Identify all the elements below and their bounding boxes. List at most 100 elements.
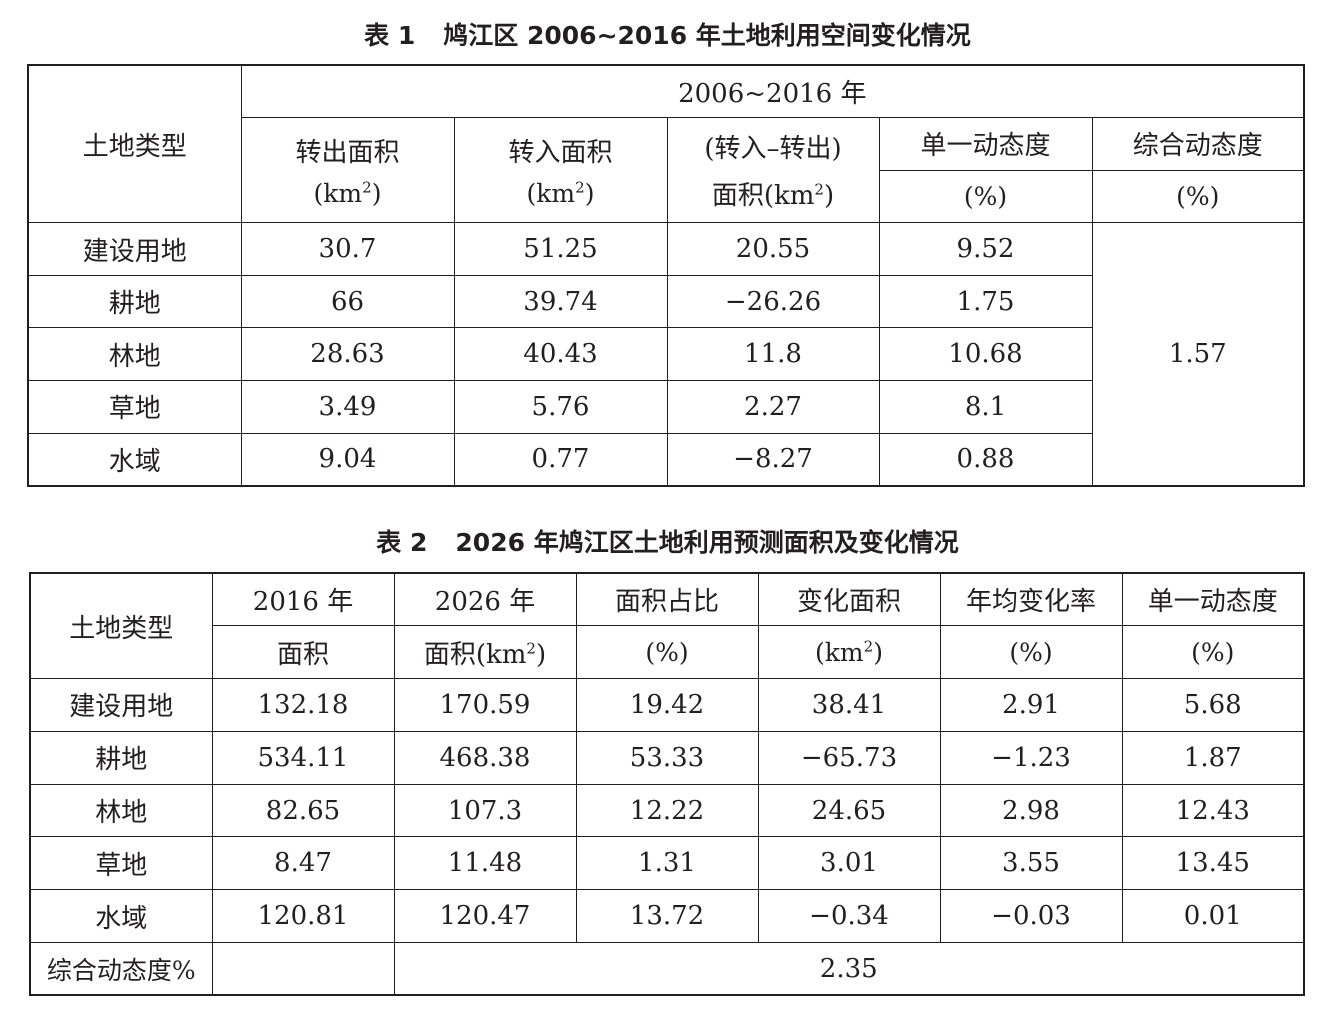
table1-caption-number: 表 1 bbox=[364, 21, 416, 50]
table1-cell-net: 2.27 bbox=[666, 380, 880, 434]
table2-overall-row: 综合动态度% 2.35 bbox=[29, 942, 1305, 996]
table1-header-in-area-label: 转入面积 bbox=[508, 138, 613, 169]
table2-overall-value: 2.35 bbox=[393, 942, 1305, 996]
table2-cell-rate: −1.23 bbox=[939, 730, 1123, 785]
table1-cell-single: 0.88 bbox=[878, 432, 1093, 487]
table2-cell-2016: 8.47 bbox=[211, 836, 395, 891]
table2-cell-share: 1.31 bbox=[575, 836, 759, 891]
table1-cell-in: 39.74 bbox=[453, 274, 668, 329]
table1-header-out-area-unit: (km2) bbox=[313, 178, 382, 209]
table2-header-share-line1: 面积占比 bbox=[575, 572, 759, 627]
table1-cell-net: 20.55 bbox=[666, 222, 880, 276]
table1-cell-net: 11.8 bbox=[666, 327, 880, 382]
table2-cell-type: 水域 bbox=[29, 889, 213, 944]
table1-cell-type: 水域 bbox=[27, 432, 242, 487]
table2: 土地类型 2016 年 2026 年 面积占比 变化面积 年均变化率 单一动态度… bbox=[29, 572, 1305, 997]
table1-header-in-area-unit: (km2) bbox=[526, 178, 595, 209]
table2-cell-2026: 107.3 bbox=[393, 783, 577, 838]
table2-cell-rate: 3.55 bbox=[939, 836, 1123, 891]
table2-caption-number: 表 2 bbox=[376, 528, 428, 557]
table2-row: 耕地 534.11 468.38 53.33 −65.73 −1.23 1.87 bbox=[29, 730, 1305, 785]
table2-overall-blank bbox=[211, 942, 395, 996]
table2-header-2026-line1: 2026 年 bbox=[393, 572, 577, 627]
table2-cell-2016: 132.18 bbox=[211, 678, 395, 732]
table2-row: 建设用地 132.18 170.59 19.42 38.41 2.91 5.68 bbox=[29, 678, 1305, 732]
table1-header-net-area-line1: (转入–转出) bbox=[704, 134, 842, 165]
table1-cell-single: 10.68 bbox=[878, 327, 1093, 382]
table1-header-net-area-line2: 面积(km2) bbox=[711, 180, 835, 212]
table1-cell-out: 3.49 bbox=[240, 380, 455, 434]
table1-cell-out: 9.04 bbox=[240, 432, 455, 487]
table2-header-rate-line2: (%) bbox=[939, 625, 1123, 680]
table2-cell-single: 13.45 bbox=[1121, 836, 1305, 891]
table1-header-row-3: (%) (%) bbox=[28, 169, 1305, 224]
table1-header-single: 单一动态度 bbox=[878, 117, 1093, 171]
table1-header-period: 2006~2016 年 bbox=[240, 64, 1305, 119]
table2-cell-change: 24.65 bbox=[757, 783, 941, 838]
table2-cell-type: 林地 bbox=[29, 783, 213, 838]
table1-cell-type: 草地 bbox=[27, 380, 242, 434]
table2-cell-single: 0.01 bbox=[1121, 889, 1305, 944]
table1-row: 草地 3.49 5.76 2.27 8.1 bbox=[27, 380, 1304, 434]
table1-cell-type: 耕地 bbox=[27, 274, 242, 329]
table2-cell-share: 19.42 bbox=[575, 678, 759, 732]
table2-row: 草地 8.47 11.48 1.31 3.01 3.55 13.45 bbox=[29, 836, 1305, 891]
table2-header-row-1: 土地类型 2016 年 2026 年 面积占比 变化面积 年均变化率 单一动态度 bbox=[29, 572, 1305, 680]
table2-cell-2016: 82.65 bbox=[211, 783, 395, 838]
table1-cell-single: 9.52 bbox=[878, 222, 1093, 276]
table1-header-land-type: 土地类型 bbox=[27, 64, 242, 224]
table2-row: 林地 82.65 107.3 12.22 24.65 2.98 12.43 bbox=[29, 783, 1305, 838]
table2-cell-share: 53.33 bbox=[575, 730, 759, 785]
table1-header-net-area: (转入–转出) 面积(km2) bbox=[666, 117, 880, 224]
table1-cell-in: 0.77 bbox=[453, 432, 668, 487]
table1-row: 林地 28.63 40.43 11.8 10.68 bbox=[27, 327, 1304, 382]
table1-cell-type: 林地 bbox=[27, 327, 242, 382]
table2-header-2016-line2: 面积 bbox=[211, 625, 395, 680]
table2-header-change-line1: 变化面积 bbox=[757, 572, 941, 627]
table2-cell-single: 1.87 bbox=[1121, 730, 1305, 785]
table2-header-row-2: 面积 面积(km2) (%) (km2) (%) (%) bbox=[30, 625, 1305, 680]
table2-header-single-line2: (%) bbox=[1121, 625, 1305, 680]
table1-cell-net: −26.26 bbox=[666, 274, 880, 329]
table2-cell-2026: 468.38 bbox=[393, 730, 577, 785]
table2-cell-change: −0.34 bbox=[757, 889, 941, 944]
table1-header-in-area: 转入面积 (km2) bbox=[453, 117, 668, 224]
table1-caption: 表 1 鸠江区 2006~2016 年土地利用空间变化情况 bbox=[0, 21, 1335, 51]
table1-header-overall: 综合动态度 bbox=[1091, 117, 1305, 171]
table2-cell-2026: 11.48 bbox=[393, 836, 577, 891]
table1-header-row-1: 土地类型 2006~2016 年 bbox=[27, 64, 1305, 224]
table2-cell-change: 3.01 bbox=[757, 836, 941, 891]
table1-cell-type: 建设用地 bbox=[27, 222, 242, 276]
table2-cell-change: −65.73 bbox=[757, 730, 941, 785]
table2-cell-rate: 2.98 bbox=[939, 783, 1123, 838]
table1: 土地类型 2006~2016 年 转出面积 (km2) 转入面积 (km2) (… bbox=[27, 64, 1306, 487]
table2-cell-2026: 120.47 bbox=[393, 889, 577, 944]
table2-cell-rate: −0.03 bbox=[939, 889, 1123, 944]
table1-row: 建设用地 30.7 51.25 20.55 9.52 1.57 bbox=[27, 222, 1305, 487]
table2-cell-2016: 120.81 bbox=[211, 889, 395, 944]
table2-row: 水域 120.81 120.47 13.72 −0.34 −0.03 0.01 bbox=[29, 889, 1305, 944]
table1-cell-overall: 1.57 bbox=[1091, 222, 1305, 487]
table2-header-share-line2: (%) bbox=[575, 625, 759, 680]
table2-cell-type: 草地 bbox=[29, 836, 213, 891]
table2-cell-type: 建设用地 bbox=[29, 678, 213, 732]
table2-header-rate-line1: 年均变化率 bbox=[939, 572, 1123, 627]
table2-header-2026-line2: 面积(km2) bbox=[393, 625, 577, 680]
table2-cell-2016: 534.11 bbox=[211, 730, 395, 785]
table1-cell-in: 5.76 bbox=[453, 380, 668, 434]
table2-cell-change: 38.41 bbox=[757, 678, 941, 732]
table1-header-row-2: 转出面积 (km2) 转入面积 (km2) (转入–转出) 面积(km2) 单一… bbox=[28, 117, 1305, 224]
table2-cell-rate: 2.91 bbox=[939, 678, 1123, 732]
table2-caption: 表 2 2026 年鸠江区土地利用预测面积及变化情况 bbox=[0, 528, 1335, 558]
table1-cell-out: 66 bbox=[240, 274, 455, 329]
table2-header-change-line2: (km2) bbox=[757, 625, 941, 680]
table1-row: 耕地 66 39.74 −26.26 1.75 bbox=[27, 274, 1304, 329]
table1-cell-single: 8.1 bbox=[878, 380, 1093, 434]
table2-cell-single: 5.68 bbox=[1121, 678, 1305, 732]
table2-cell-2026: 170.59 bbox=[393, 678, 577, 732]
table2-cell-single: 12.43 bbox=[1121, 783, 1305, 838]
table2-cell-type: 耕地 bbox=[29, 730, 213, 785]
table2-overall-label: 综合动态度% bbox=[29, 942, 213, 996]
table1-header-out-area: 转出面积 (km2) bbox=[240, 117, 455, 224]
table1-cell-single: 1.75 bbox=[878, 274, 1093, 329]
